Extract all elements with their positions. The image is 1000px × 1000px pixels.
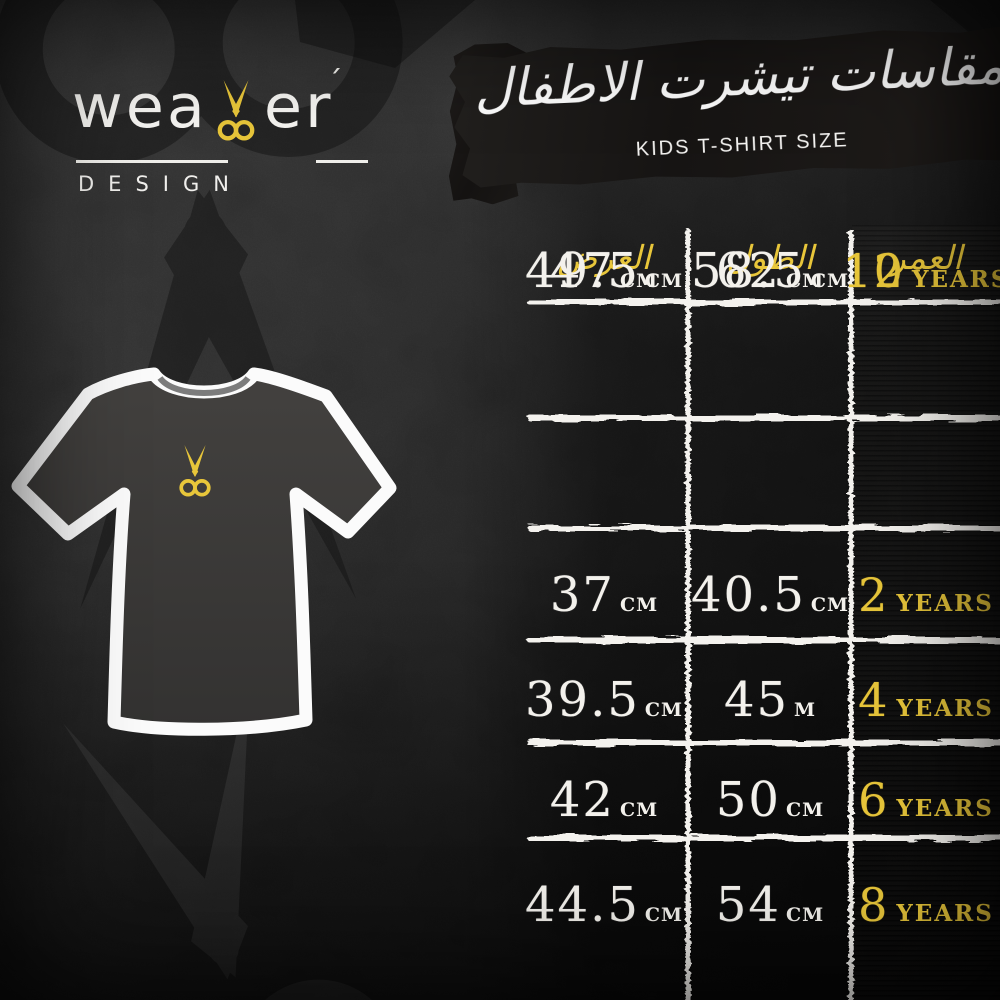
length-cell: 58.5 CM	[688, 225, 852, 317]
age-unit: YEARS	[896, 795, 994, 822]
brand-logo: wea er ˊ DESIGN	[72, 68, 402, 206]
width-value: 39.5	[524, 672, 640, 728]
width-cell: 39.5 CM	[520, 654, 688, 746]
age-value: 12	[842, 244, 906, 298]
width-unit: CM	[619, 799, 659, 821]
width-unit: CM	[619, 594, 659, 616]
age-value: 10	[842, 244, 906, 298]
width-cell: 49.5 CM	[520, 225, 688, 317]
length-cell: 62 CM	[688, 225, 852, 317]
age-value: 4	[858, 673, 890, 727]
width-value: 49.5	[524, 243, 640, 299]
length-cell: 45 M	[688, 654, 852, 746]
brand-subtitle: DESIGN	[78, 172, 243, 196]
age-unit: YEARS	[896, 590, 994, 617]
length-cell: 50 CM	[688, 754, 852, 846]
length-unit: CM	[810, 270, 850, 292]
length-unit: CM	[810, 594, 850, 616]
table-row: 39.5 CM 45 M 4 YEARS	[520, 654, 1000, 746]
width-cell: 37 CM	[520, 549, 688, 641]
age-unit: YEARS	[912, 266, 1000, 293]
length-value: 54	[715, 877, 781, 933]
brand-wordmark: wea er ˊ	[72, 68, 402, 152]
age-cell: 6 YEARS	[852, 754, 1000, 846]
width-cell: 42 CM	[520, 754, 688, 846]
wordmark-left: wea	[72, 71, 208, 142]
tshirt-collar	[157, 375, 251, 396]
width-value: 37	[549, 567, 615, 623]
age-cell: 12 YEARS	[842, 225, 1000, 317]
length-value: 62	[715, 243, 781, 299]
age-unit: YEARS	[896, 900, 994, 927]
table-row: 44.5 CM 54 CM 8 YEARS	[520, 859, 1000, 951]
age-value: 8	[858, 878, 890, 932]
width-unit: CM	[619, 270, 659, 292]
logo-underline-left	[76, 160, 228, 163]
wordmark-accent: ˊ	[327, 65, 346, 100]
age-value: 6	[858, 773, 890, 827]
width-value: 42	[549, 772, 615, 828]
age-unit: YEARS	[896, 695, 994, 722]
width-cell: 47 CM	[520, 225, 688, 317]
age-column-marker-streaks	[852, 225, 1000, 1000]
width-unit: CM	[644, 904, 684, 926]
width-value: 44.5	[524, 877, 640, 933]
age-cell: 10 YEARS	[842, 225, 1000, 317]
wordmark-right: er	[263, 71, 334, 142]
table-header-length: الطول	[726, 237, 814, 277]
length-unit: CM	[785, 270, 825, 292]
width-cell: 44.5 CM	[520, 859, 688, 951]
table-row: 37 CM 40.5 CM 2 YEARS	[520, 549, 1000, 641]
tshirt-image	[11, 367, 397, 736]
length-value: 45	[723, 672, 790, 728]
length-cell: 54 CM	[688, 859, 852, 951]
age-cell: 2 YEARS	[852, 549, 1000, 641]
table-header-age: العمر	[889, 237, 963, 277]
length-cell: 40.5 CM	[688, 549, 852, 641]
width-unit: CM	[644, 699, 684, 721]
length-value: 58.5	[690, 243, 806, 299]
size-table: العرض الطول العمر 37 CM 40.5 CM 2 YEARS 39.…	[520, 225, 1000, 1000]
table-row: 49.5 CM 62 CM 12 YEARS	[520, 225, 1000, 317]
length-value: 40.5	[690, 567, 806, 623]
age-value: 2	[858, 568, 890, 622]
tshirt-outline	[11, 367, 397, 736]
width-value: 47	[549, 243, 615, 299]
age-cell: 4 YEARS	[852, 654, 1000, 746]
table-grid-lines	[527, 228, 1000, 1000]
length-unit: CM	[785, 904, 825, 926]
table-header-width: العرض	[557, 237, 651, 277]
table-row: 42 CM 50 CM 6 YEARS	[520, 754, 1000, 846]
table-row: 47 CM 58.5 CM 10 YEARS	[520, 225, 1000, 317]
logo-underline-right	[316, 160, 368, 163]
length-value: 50	[715, 772, 781, 828]
length-unit: M	[794, 699, 817, 721]
age-cell: 8 YEARS	[852, 859, 1000, 951]
age-unit: YEARS	[912, 266, 1000, 293]
width-unit: CM	[644, 270, 684, 292]
table-header-row: العرض الطول العمر	[520, 225, 1000, 289]
length-unit: CM	[785, 799, 825, 821]
